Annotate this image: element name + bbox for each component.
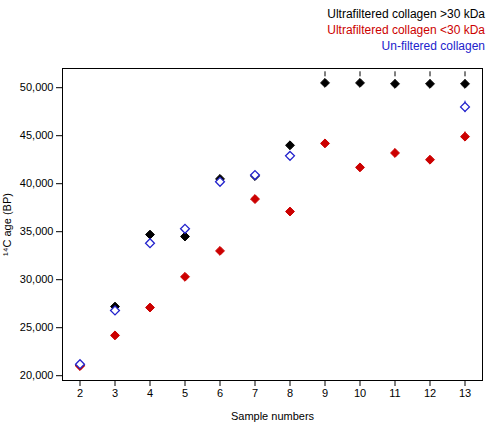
svg-text:12: 12 <box>424 387 436 399</box>
svg-text:4: 4 <box>147 387 153 399</box>
html-text:Ultrafiltered collagen >30 kDa: Ultrafiltered collagen >30 kDa <box>327 7 485 21</box>
svg-text:50,000: 50,000 <box>20 81 54 93</box>
svg-text:35,000: 35,000 <box>20 225 54 237</box>
svg-text:5: 5 <box>182 387 188 399</box>
svg-text:40,000: 40,000 <box>20 177 54 189</box>
svg-text:¹⁴C age (BP): ¹⁴C age (BP) <box>1 193 13 256</box>
svg-text:45,000: 45,000 <box>20 129 54 141</box>
svg-text:20,000: 20,000 <box>20 369 54 381</box>
svg-text:11: 11 <box>389 387 400 399</box>
svg-text:30,000: 30,000 <box>20 273 54 285</box>
svg-text:13: 13 <box>459 387 471 399</box>
svg-text:8: 8 <box>287 387 293 399</box>
html-text:Un-filtered collagen: Un-filtered collagen <box>381 39 485 53</box>
svg-text:2: 2 <box>77 387 83 399</box>
svg-text:6: 6 <box>217 387 223 399</box>
svg-text:9: 9 <box>322 387 328 399</box>
svg-text:3: 3 <box>112 387 118 399</box>
svg-text:10: 10 <box>354 387 366 399</box>
svg-text:25,000: 25,000 <box>20 321 54 333</box>
svg-text:Sample numbers: Sample numbers <box>231 410 315 422</box>
html-text:Ultrafiltered collagen <30 kDa: Ultrafiltered collagen <30 kDa <box>327 23 485 37</box>
svg-text:7: 7 <box>252 387 258 399</box>
